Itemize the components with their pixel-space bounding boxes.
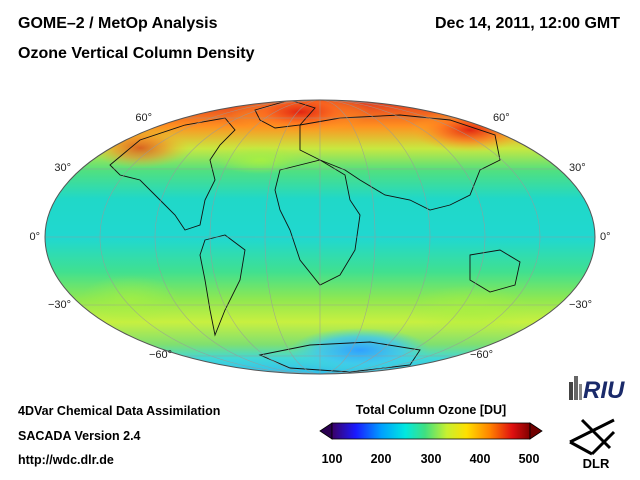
footer-url: http://wdc.dlr.de [18,453,114,467]
map-datetime: Dec 14, 2011, 12:00 GMT [435,15,620,32]
lat-label-30s-right: −30° [569,299,592,311]
lat-label-60n-left: 60° [135,112,152,124]
colorbar-tick: 400 [469,452,491,466]
colorbar-tick: 500 [518,452,540,466]
dlr-logo: DLR [569,418,616,470]
lat-label-60n-right: 60° [493,112,510,124]
map-border [44,99,596,375]
footer-method: 4DVar Chemical Data Assimilation [18,404,221,418]
colorbar-tick: 100 [321,452,343,466]
footer-version: SACADA Version 2.4 [18,429,141,443]
lat-label-30s-left: −30° [48,299,71,311]
map-subtitle: Ozone Vertical Column Density [18,45,255,62]
colorbar-title: Total Column Ozone [DU] [355,403,507,417]
svg-text:RIU: RIU [583,377,625,404]
lat-label-0-right: 0° [600,231,611,243]
colorbar-tick: 300 [420,452,442,466]
ozone-field [45,100,595,374]
colorbar [319,422,543,440]
riu-logo: RIU [569,376,625,404]
lat-label-60s-left: −60° [149,349,172,361]
colorbar-min-arrow [319,422,333,440]
ozone-map: 60° 60° 30° 30° 0° 0° −30° −30° −60° −60… [29,99,611,375]
lat-label-60s-right: −60° [470,349,493,361]
graticule [45,100,595,374]
lat-label-30n-left: 30° [54,162,71,174]
map-title: GOME–2 / MetOp Analysis [18,15,218,32]
colorbar-tick: 200 [370,452,392,466]
svg-text:DLR: DLR [583,456,610,470]
lat-label-0-left: 0° [29,231,40,243]
coastlines [109,100,521,373]
colorbar-max-arrow [529,422,543,440]
colorbar-gradient [331,422,531,440]
lat-label-30n-right: 30° [569,162,586,174]
